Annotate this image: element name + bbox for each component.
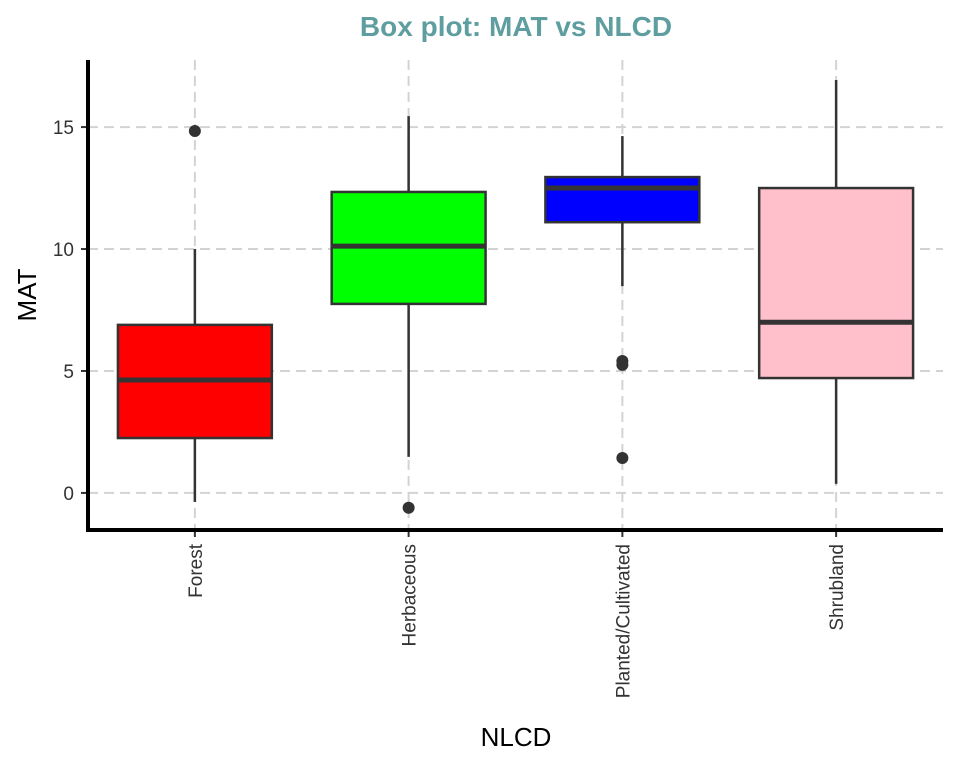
outlier-point: [616, 358, 629, 371]
outlier-point: [616, 452, 629, 465]
box-planted-cultivated: [544, 175, 701, 224]
x-tick-label: Planted/Cultivated: [613, 544, 634, 698]
outlier-point: [402, 501, 415, 514]
boxes: [116, 80, 915, 514]
axes: 0 5 10 15 Forest Herbaceous Planted/Cultivated…: [53, 60, 943, 698]
chart-title: Box plot: MAT vs NLCD: [360, 11, 672, 42]
y-axis-label: MAT: [12, 268, 42, 321]
box-shrubland: [757, 186, 915, 380]
x-axis-label: NLCD: [481, 722, 552, 752]
y-tick-label: 15: [53, 118, 74, 139]
x-tick-label: Herbaceous: [400, 544, 421, 646]
y-tick-label: 0: [63, 484, 74, 505]
y-tick-label: 10: [53, 240, 74, 261]
x-tick-label: Forest: [186, 543, 207, 598]
x-tick-label: Shrubland: [827, 544, 848, 631]
y-tick-label: 5: [63, 362, 74, 383]
outlier-point: [188, 124, 201, 137]
